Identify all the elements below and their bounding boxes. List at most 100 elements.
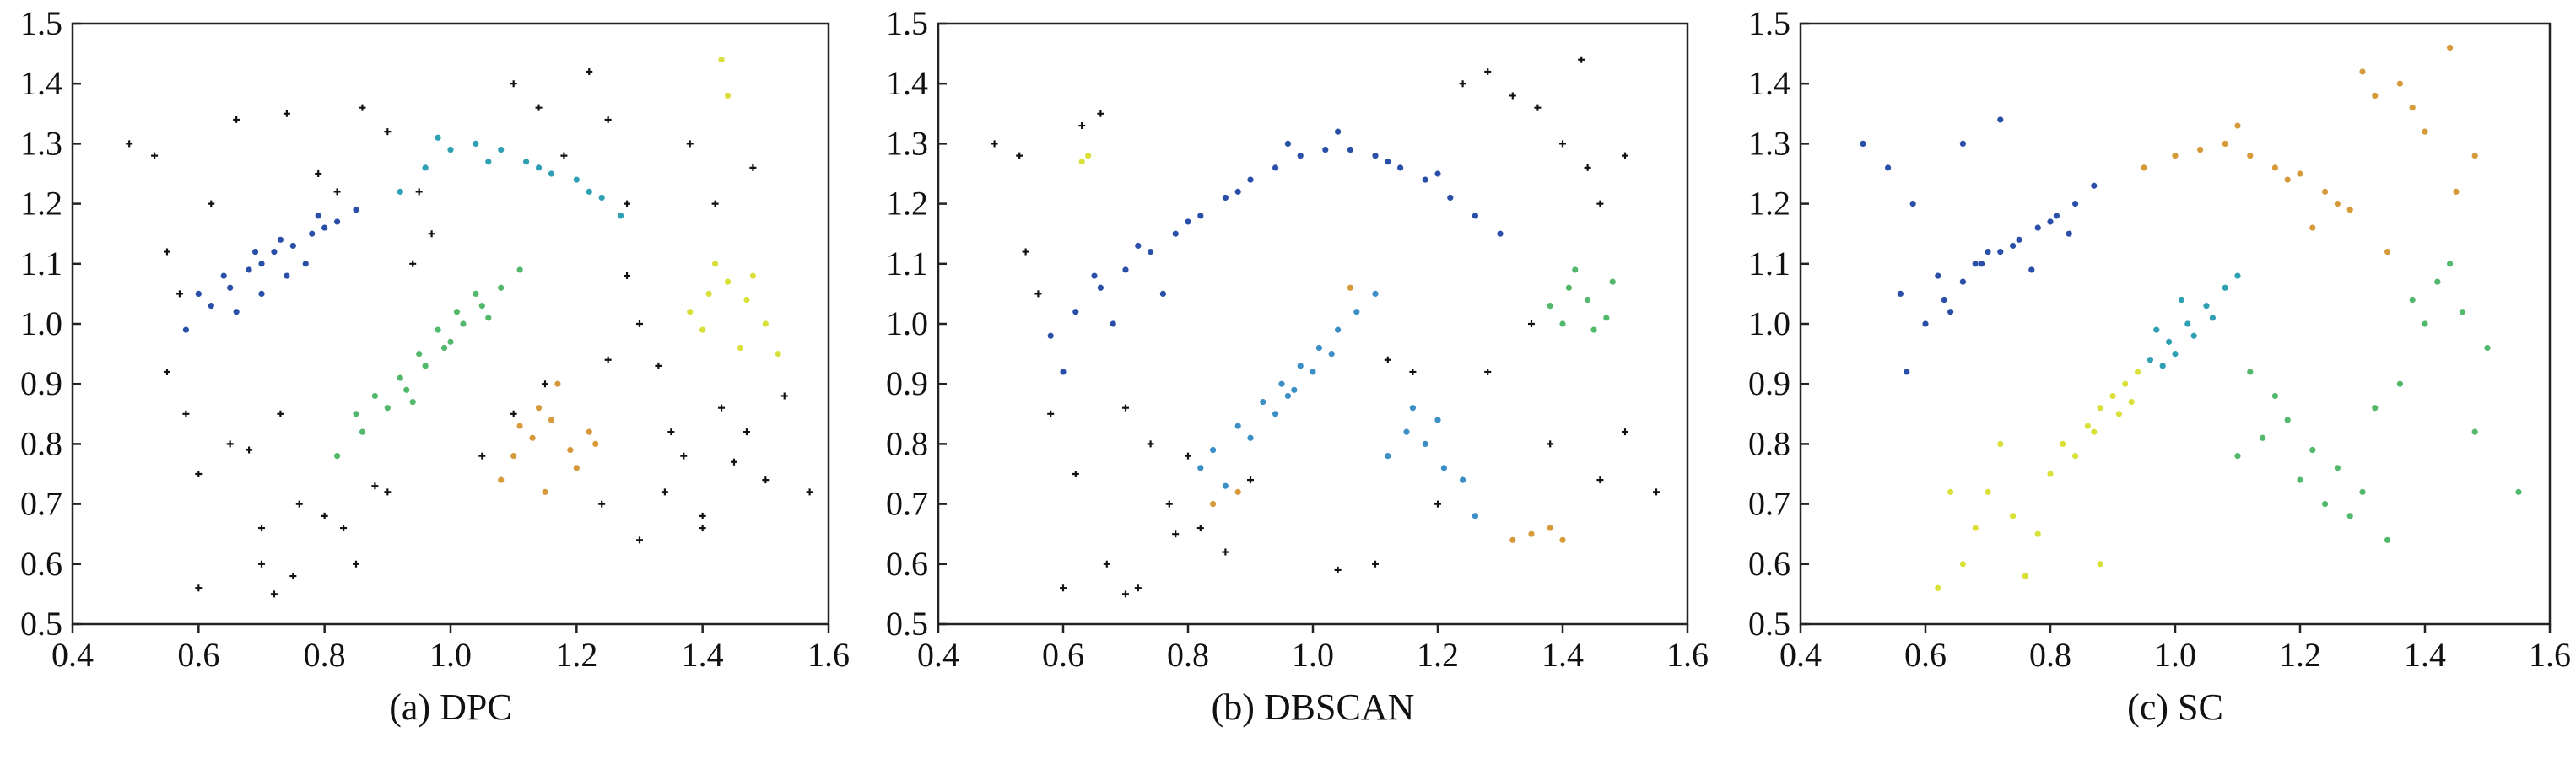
data-point-noise bbox=[371, 482, 379, 490]
data-point-noise bbox=[340, 525, 348, 532]
y-tick-label: 0.6 bbox=[886, 545, 928, 583]
x-tick-label: 1.6 bbox=[2529, 636, 2571, 674]
data-point-yellow bbox=[1935, 584, 1941, 591]
data-point-noise bbox=[1122, 590, 1129, 598]
data-point-green bbox=[453, 309, 461, 315]
data-point-noise bbox=[182, 410, 190, 417]
data-point-blue bbox=[195, 290, 202, 297]
y-tick-label: 1.3 bbox=[1748, 124, 1790, 162]
data-point-noise bbox=[233, 116, 240, 123]
data-point-orange bbox=[2234, 122, 2241, 129]
data-point-yellow bbox=[737, 344, 744, 352]
data-point-noise bbox=[1196, 525, 1204, 532]
data-point-blue bbox=[1422, 176, 1428, 183]
data-point-blue bbox=[1860, 140, 1866, 147]
data-point-blue bbox=[1997, 248, 2004, 256]
data-point-noise bbox=[208, 200, 215, 207]
data-point-blue bbox=[1284, 140, 1291, 147]
data-point-teal bbox=[2234, 272, 2241, 279]
panel-sc: (c) SC 0.4 0.6 0.8 1.0 1.2 1.4 1.6 0.5 0.6 0.7 0.8… bbox=[1748, 4, 2571, 728]
data-point-yellow bbox=[2128, 398, 2135, 406]
data-point-orange bbox=[2141, 164, 2147, 171]
data-point-noise bbox=[636, 536, 643, 544]
data-point-noise bbox=[1547, 440, 1554, 448]
data-point-blue bbox=[1885, 164, 1892, 171]
data-point-noise bbox=[258, 560, 265, 568]
y-tick-label: 1.2 bbox=[886, 185, 928, 223]
data-point-green bbox=[2484, 344, 2491, 352]
data-point-yellow bbox=[2022, 573, 2028, 579]
data-point-orange bbox=[592, 440, 599, 448]
data-point-green bbox=[2447, 261, 2454, 267]
data-point-noise bbox=[661, 488, 668, 496]
data-point-noise bbox=[667, 428, 675, 436]
data-point-orange bbox=[2372, 92, 2379, 100]
data-point-teal bbox=[2166, 338, 2173, 345]
data-point-sky bbox=[1372, 290, 1379, 297]
y-tick-label: 1.5 bbox=[20, 4, 62, 42]
data-point-blue bbox=[1909, 201, 1916, 207]
x-tick-label: 0.8 bbox=[1167, 636, 1209, 674]
data-point-orange bbox=[2284, 176, 2291, 183]
data-point-noise bbox=[1384, 356, 1391, 363]
data-point-blue bbox=[1122, 266, 1129, 273]
data-point-sky bbox=[1460, 476, 1466, 483]
data-point-blue bbox=[1972, 261, 1979, 267]
data-point-noise bbox=[762, 476, 770, 484]
data-point-green bbox=[1565, 284, 1572, 291]
data-point-teal bbox=[2190, 332, 2197, 339]
data-point-noise bbox=[1185, 452, 1191, 460]
data-point-green bbox=[1609, 278, 1616, 285]
y-tick-label: 1.0 bbox=[20, 304, 62, 342]
x-tick-label: 0.4 bbox=[51, 636, 94, 674]
data-point-green bbox=[1572, 266, 1579, 273]
data-point-yellow bbox=[2047, 471, 2054, 477]
y-tick-label: 1.0 bbox=[1748, 304, 1790, 342]
data-point-noise bbox=[478, 452, 486, 460]
x-tick-label: 1.4 bbox=[2404, 636, 2446, 674]
y-tick-label: 0.8 bbox=[886, 424, 928, 462]
data-point-green bbox=[2384, 536, 2391, 543]
data-point-noise bbox=[1559, 140, 1566, 148]
data-point-noise bbox=[1078, 122, 1086, 130]
data-point-green bbox=[2372, 405, 2379, 412]
data-point-blue bbox=[1347, 146, 1353, 153]
data-point-teal bbox=[485, 159, 492, 165]
data-point-blue bbox=[220, 272, 227, 279]
data-point-noise bbox=[1434, 500, 1441, 508]
data-point-yellow bbox=[1997, 440, 2004, 448]
data-point-noise bbox=[711, 200, 719, 207]
data-point-blue bbox=[1110, 320, 1116, 327]
data-point-orange bbox=[1547, 525, 1553, 531]
data-point-teal bbox=[473, 140, 479, 147]
data-point-sky bbox=[1335, 326, 1342, 333]
data-point-noise bbox=[1165, 500, 1173, 508]
data-point-blue bbox=[1434, 170, 1441, 177]
data-point-green bbox=[2334, 465, 2341, 471]
data-point-noise bbox=[510, 80, 517, 88]
data-point-green bbox=[2284, 417, 2291, 423]
data-point-noise bbox=[731, 458, 737, 466]
data-point-noise bbox=[680, 452, 688, 460]
data-point-orange bbox=[542, 488, 548, 495]
data-point-yellow bbox=[2010, 513, 2017, 519]
data-point-noise bbox=[270, 590, 278, 598]
data-point-noise bbox=[1122, 404, 1129, 412]
data-point-blue bbox=[1922, 320, 1929, 327]
data-point-sky bbox=[1422, 440, 1428, 448]
x-tick-label: 0.4 bbox=[1779, 636, 1822, 674]
data-point-noise bbox=[1653, 488, 1660, 496]
data-point-noise bbox=[535, 104, 543, 111]
data-point-green bbox=[2471, 428, 2478, 435]
data-point-green bbox=[371, 392, 378, 400]
data-point-green bbox=[2422, 320, 2428, 327]
data-point-yellow bbox=[2084, 423, 2091, 429]
data-point-yellow bbox=[2097, 561, 2103, 568]
data-point-yellow bbox=[2097, 405, 2103, 412]
data-point-orange bbox=[1347, 284, 1353, 291]
y-tick-label: 1.2 bbox=[1748, 185, 1790, 223]
data-point-sky bbox=[1260, 398, 1266, 406]
data-point-noise bbox=[560, 152, 568, 159]
data-point-yellow bbox=[743, 296, 750, 304]
